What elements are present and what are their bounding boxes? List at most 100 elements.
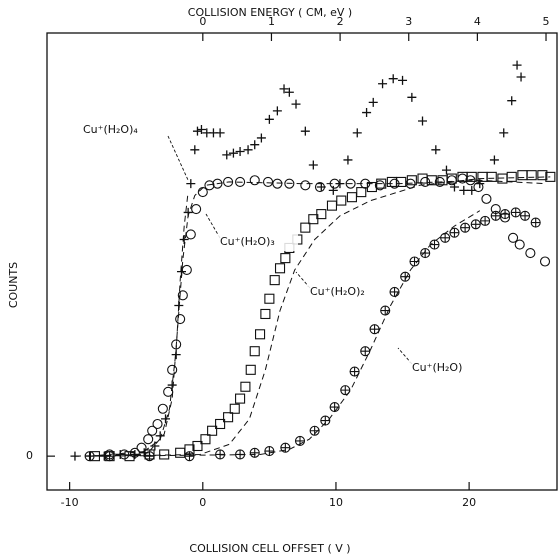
x2-tick-label: 3	[405, 15, 412, 28]
data-point	[328, 185, 338, 195]
data-point	[264, 293, 275, 304]
data-point	[407, 92, 417, 102]
data-point	[473, 181, 484, 193]
data-point	[329, 402, 340, 413]
y-tick-label: 0	[26, 449, 33, 462]
data-point	[418, 116, 428, 126]
data-point	[279, 84, 289, 94]
data-point	[512, 60, 522, 70]
data-point	[85, 451, 95, 461]
data-point	[376, 178, 387, 189]
data-point	[530, 217, 541, 228]
data-point	[519, 210, 531, 221]
data-point	[157, 403, 168, 414]
data-point	[396, 176, 407, 187]
data-point	[249, 447, 260, 458]
data-point	[155, 431, 165, 441]
data-point	[192, 126, 202, 136]
x2-tick-label: 4	[474, 15, 481, 28]
data-point	[186, 179, 196, 189]
data-point	[212, 178, 223, 189]
data-point	[490, 210, 501, 221]
data-point	[508, 232, 519, 243]
top-axis-title: COLLISION ENERGY ( CM, eV )	[188, 6, 352, 19]
data-point	[171, 350, 181, 360]
x2-tick-label: 1	[268, 15, 275, 28]
data-point	[406, 175, 417, 186]
data-point	[362, 108, 372, 118]
data-point	[320, 415, 331, 426]
data-point	[175, 447, 186, 458]
data-point	[459, 185, 469, 195]
data-point	[136, 442, 147, 453]
data-point	[215, 418, 226, 430]
data-point	[440, 232, 451, 243]
data-point	[284, 178, 295, 189]
data-point	[249, 346, 260, 357]
data-point	[398, 75, 408, 85]
data-point	[264, 446, 275, 457]
data-point	[167, 380, 177, 390]
data-point	[235, 176, 246, 187]
data-point	[272, 178, 283, 189]
label-leader	[295, 271, 311, 289]
data-point	[340, 385, 351, 396]
data-point	[272, 106, 282, 116]
data-point	[159, 449, 170, 460]
data-point	[260, 308, 271, 320]
data-point	[300, 180, 311, 191]
data-point	[409, 256, 420, 267]
data-point	[175, 313, 186, 325]
fit-curve	[89, 179, 546, 457]
data-point	[356, 187, 367, 198]
data-point	[506, 171, 517, 182]
x-tick-label: 20	[462, 496, 476, 509]
data-point	[147, 425, 158, 436]
series-label: Cu⁺(H₂O)	[412, 361, 462, 374]
data-point	[223, 412, 234, 423]
data-point	[352, 128, 362, 138]
data-point	[489, 155, 499, 165]
data-point	[192, 440, 203, 452]
data-point	[84, 451, 95, 462]
data-point	[176, 267, 186, 277]
data-point	[124, 451, 135, 462]
data-point	[183, 207, 193, 217]
data-point	[229, 403, 240, 414]
data-point	[249, 175, 260, 186]
data-point	[389, 286, 400, 298]
data-point	[431, 145, 441, 155]
label-background	[218, 233, 298, 251]
data-point	[400, 271, 411, 282]
data-point	[300, 126, 310, 136]
data-point	[441, 165, 451, 175]
data-point	[308, 214, 319, 225]
data-point	[181, 264, 192, 276]
label-leader	[397, 347, 413, 365]
data-point	[228, 148, 238, 158]
data-point	[129, 447, 140, 458]
data-point	[70, 451, 80, 461]
data-point	[185, 229, 196, 240]
data-point	[163, 386, 174, 397]
data-point	[240, 381, 251, 392]
data-point	[378, 79, 388, 89]
series-label: Cu⁺(H₂O)₂	[310, 285, 365, 298]
data-point	[250, 140, 260, 150]
data-point	[274, 263, 286, 274]
data-point	[360, 346, 371, 357]
data-point	[388, 74, 398, 84]
series-label: Cu⁺(H₂O)₄	[83, 123, 138, 136]
x2-tick-label: 5	[543, 15, 550, 28]
data-point	[516, 72, 526, 82]
data-point	[262, 176, 274, 187]
data-point	[326, 200, 338, 211]
data-point	[349, 366, 360, 377]
data-point	[336, 195, 347, 206]
data-point	[200, 434, 211, 445]
data-point	[197, 187, 208, 198]
fit-curve	[109, 210, 481, 457]
data-point	[179, 234, 189, 244]
data-point	[177, 290, 188, 301]
